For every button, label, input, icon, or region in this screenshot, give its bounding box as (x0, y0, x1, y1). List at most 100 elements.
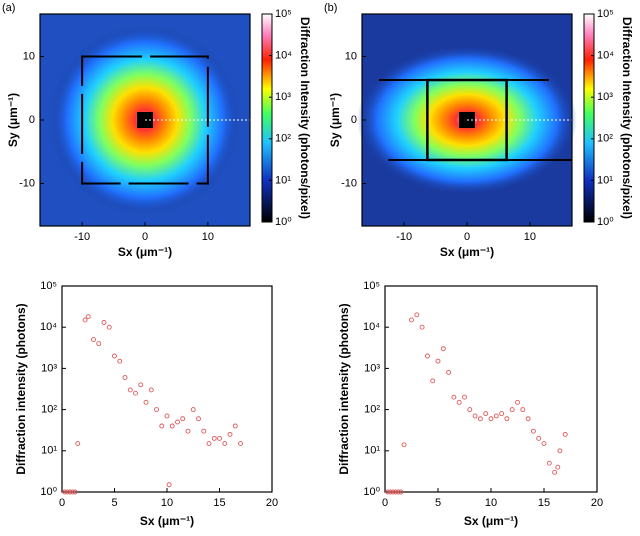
mask-frame (81, 55, 209, 185)
data-point (488, 416, 494, 422)
plot-frame (39, 13, 251, 227)
data-point (169, 423, 175, 429)
x-tick-label: 15 (538, 497, 550, 509)
data-point (112, 353, 117, 359)
data-point (64, 489, 70, 495)
data-point (67, 489, 73, 495)
data-point (541, 441, 547, 446)
data-point (440, 346, 446, 352)
data-point (546, 460, 552, 466)
data-point (143, 399, 149, 405)
data-point (127, 387, 133, 393)
y-tick-label: 0 (29, 114, 35, 126)
data-point (393, 489, 399, 495)
data-point (166, 482, 172, 488)
x-axis-label: Sx (μm⁻¹) (140, 514, 194, 528)
y-tick-label: 10 (23, 50, 35, 62)
data-point (509, 407, 515, 413)
data-point (401, 442, 407, 448)
y-tick-label: 10⁰ (363, 486, 380, 498)
data-point (395, 489, 401, 495)
data-point (75, 441, 81, 446)
x-tick-label: 10 (485, 497, 497, 509)
data-point (414, 312, 420, 318)
colorbar-tick-label: 10³ (597, 91, 613, 103)
x-tick-label: 0 (464, 231, 470, 243)
x-tick-label: -10 (396, 231, 412, 243)
data-point (451, 394, 457, 400)
data-point (385, 489, 391, 495)
data-point (557, 448, 563, 454)
data-point (117, 358, 123, 364)
x-tick-label: -10 (74, 231, 90, 243)
data-point (562, 431, 568, 437)
data-point (520, 407, 526, 413)
panel-label: (a) (2, 2, 15, 14)
data-point (101, 320, 107, 325)
data-point (201, 428, 207, 434)
plot-frame (361, 13, 573, 227)
data-point (483, 411, 489, 417)
data-point (122, 375, 128, 380)
y-tick-label: 10⁰ (40, 486, 57, 498)
x-tick-label: 5 (435, 497, 441, 509)
data-point (419, 324, 425, 330)
x-tick-label: 10 (202, 231, 214, 243)
data-point (138, 382, 144, 388)
colorbar-label: Diffraction Intensity (photons/pixel) (298, 17, 312, 219)
data-point (238, 441, 243, 446)
x-tick-label: 0 (382, 497, 388, 509)
colorbar-tick-label: 10⁵ (275, 8, 292, 20)
x-axis-label: Sx (μm⁻¹) (118, 245, 172, 259)
data-point (164, 413, 170, 419)
y-tick-label: 10⁵ (363, 280, 380, 292)
data-point (398, 489, 404, 495)
x-tick-label: 15 (213, 497, 225, 509)
data-point (232, 423, 238, 429)
data-point (175, 419, 180, 425)
x-tick-label: 20 (266, 497, 278, 509)
colorbar (261, 13, 273, 223)
data-point (387, 489, 393, 495)
colorbar-tick-label: 10⁴ (597, 50, 614, 62)
colorbar-label: Diffraction Intensity (photons/pixel) (620, 17, 634, 219)
data-point (530, 428, 536, 434)
data-point (72, 489, 78, 495)
data-point (70, 489, 75, 495)
data-point (409, 317, 414, 323)
data-point (222, 441, 228, 446)
data-point (446, 369, 452, 375)
y-axis-label: Diffraction intensity (photons) (337, 303, 351, 474)
colorbar-tick-label: 10¹ (597, 174, 613, 186)
x-tick-label: 10 (524, 231, 536, 243)
data-point (206, 441, 212, 446)
data-point (154, 407, 159, 413)
data-point (106, 324, 112, 330)
y-tick-label: -10 (19, 177, 35, 189)
data-point (525, 416, 531, 422)
y-axis-label: Sy (μm⁻¹) (6, 93, 20, 147)
data-point (217, 435, 222, 441)
x-tick-label: 20 (591, 497, 603, 509)
data-point (190, 407, 196, 413)
y-tick-label: 10⁵ (40, 280, 57, 292)
y-tick-label: 10² (41, 404, 57, 416)
data-point (493, 413, 499, 419)
data-point (536, 435, 542, 441)
data-point (477, 416, 483, 422)
data-point (462, 394, 467, 400)
y-axis-label: Diffraction intensity (photons) (14, 303, 28, 474)
colorbar-tick-label: 10⁴ (275, 50, 292, 62)
data-point (180, 416, 186, 422)
x-tick-label: 10 (161, 497, 173, 509)
x-tick-label: 0 (142, 231, 148, 243)
data-point (555, 464, 561, 470)
data-point (504, 416, 510, 422)
colorbar (583, 13, 595, 223)
colorbar-tick-label: 10¹ (275, 174, 291, 186)
data-point (430, 378, 436, 384)
y-tick-label: 0 (351, 114, 357, 126)
data-point (185, 428, 191, 434)
data-point (96, 341, 102, 347)
colorbar-tick-label: 10² (275, 133, 291, 145)
